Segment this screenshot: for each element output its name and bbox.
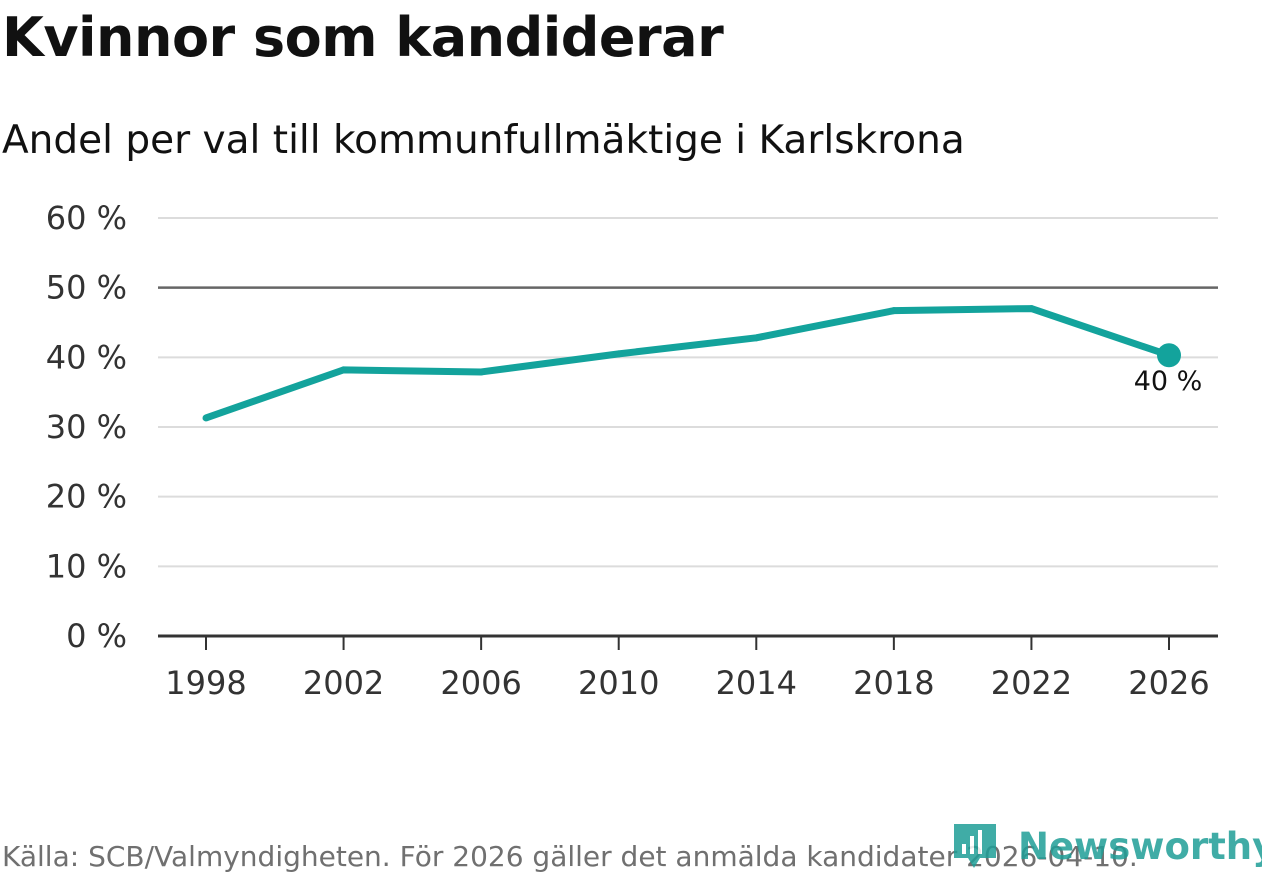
data-point: [1027, 305, 1035, 313]
end-value-label: 40 %: [1134, 366, 1203, 397]
newsworthy-logo: Newsworthy: [952, 818, 1262, 874]
data-point: [340, 366, 348, 374]
x-tick-label: 2018: [853, 664, 934, 702]
y-tick-label: 10 %: [46, 547, 127, 585]
series: [202, 305, 1181, 422]
data-point: [752, 334, 760, 342]
y-tick-label: 60 %: [46, 199, 127, 237]
chart-subtitle: Andel per val till kommunfullmäktige i K…: [2, 118, 965, 163]
x-tick-label: 2014: [716, 664, 797, 702]
y-tick-label: 50 %: [46, 269, 127, 307]
x-tick-label: 2010: [578, 664, 659, 702]
x-tick-label: 1998: [165, 664, 246, 702]
x-tick-label: 2026: [1128, 664, 1209, 702]
x-tick-label: 2006: [440, 664, 521, 702]
data-point: [890, 307, 898, 315]
end-point-marker: [1157, 343, 1181, 368]
chart-title: Kvinnor som kandiderar: [2, 6, 724, 69]
y-axis-ticks: 0 % 10 % 20 % 30 % 40 % 50 % 60 %: [46, 199, 127, 655]
x-axis-ticks: 1998 2002 2006 2010 2014 2018 2022 2026: [165, 636, 1210, 702]
gridlines: [158, 217, 1218, 638]
y-tick-label: 0 %: [66, 617, 127, 655]
y-tick-label: 30 %: [46, 408, 127, 446]
series-line: [204, 305, 1171, 422]
y-tick-label: 40 %: [46, 338, 127, 376]
y-tick-label: 20 %: [46, 478, 127, 516]
x-tick-label: 2002: [303, 664, 384, 702]
data-point: [477, 368, 485, 376]
line-chart: 0 % 10 % 20 % 30 % 40 % 50 % 60 % 1998 2002 2006…: [46, 199, 1218, 702]
data-point: [615, 350, 623, 358]
x-tick-label: 2022: [991, 664, 1072, 702]
newsworthy-logo-icon: [954, 824, 996, 868]
newsworthy-logo-text: Newsworthy: [1018, 824, 1262, 868]
data-point: [202, 414, 210, 422]
source-note: Källa: SCB/Valmyndigheten. För 2026 gäll…: [2, 840, 1138, 873]
